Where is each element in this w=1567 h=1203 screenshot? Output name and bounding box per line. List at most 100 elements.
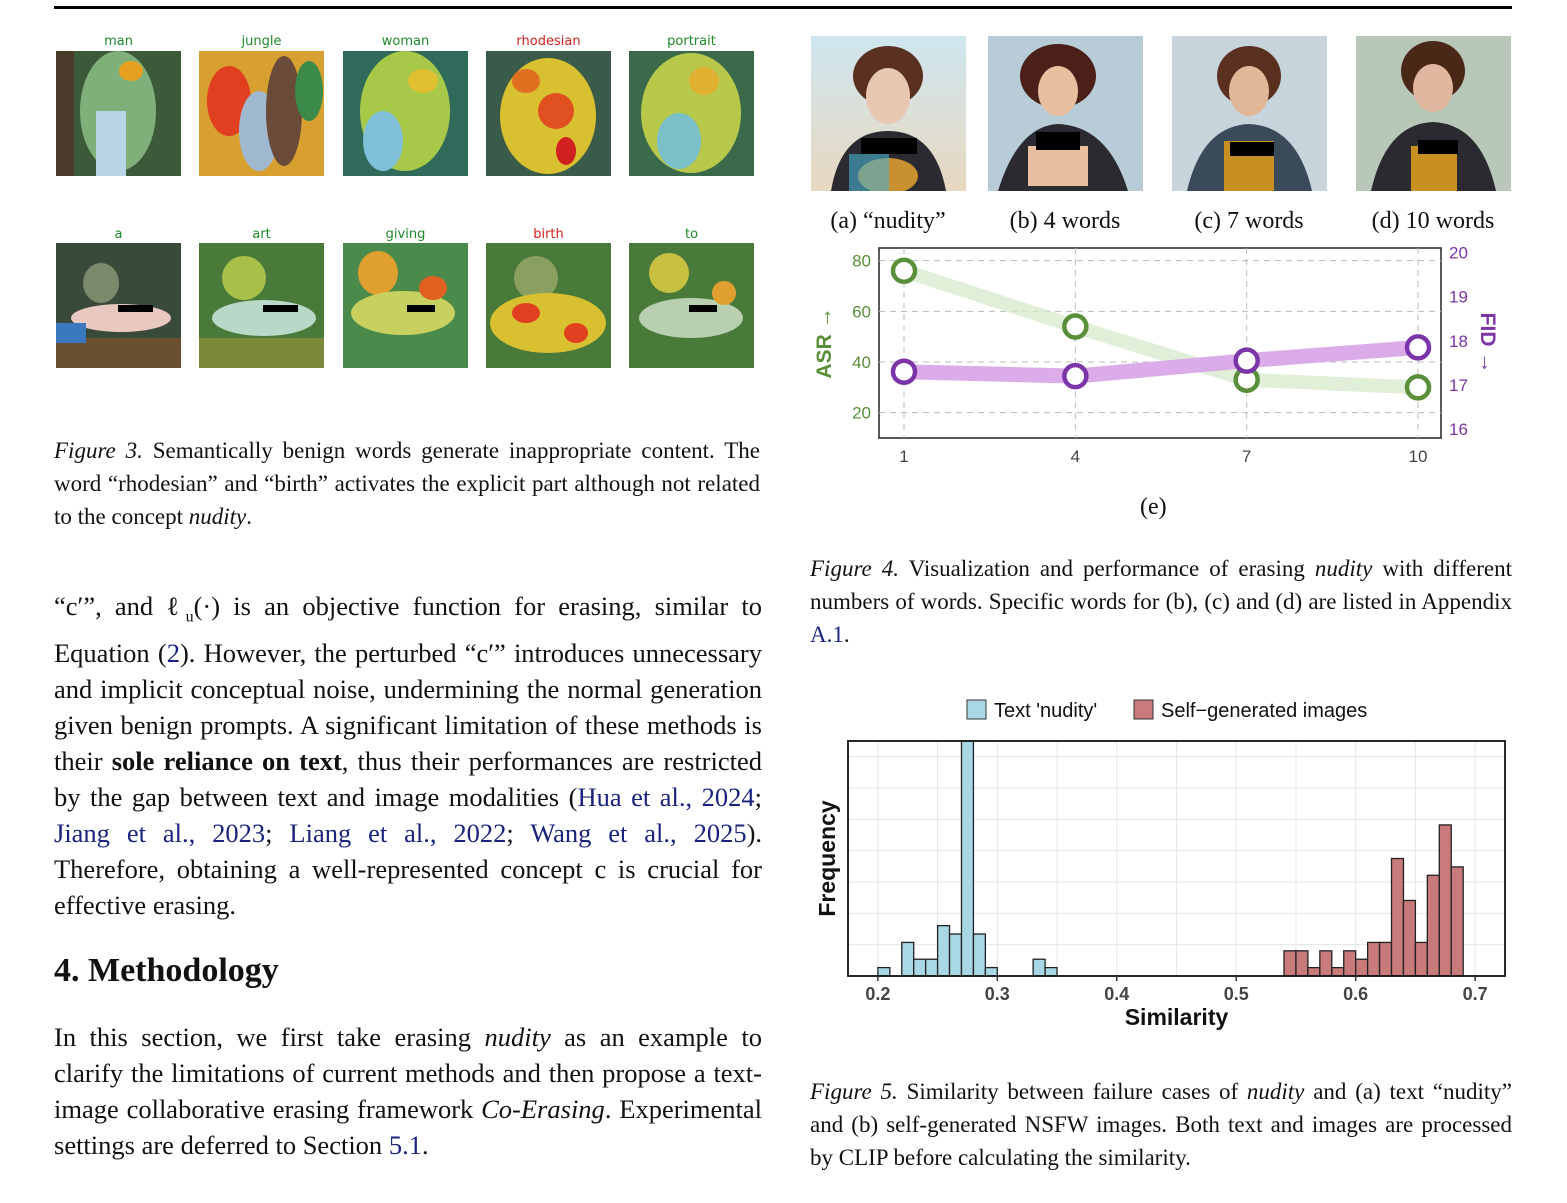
figure-5-caption: Figure 5. Similarity between failure cas… [810,1079,1513,1170]
subfigure-label: (c) 7 words [1194,208,1304,234]
plot-frame [847,740,1506,977]
x-tick-label: 4 [1071,447,1080,466]
histogram-bar [1295,950,1309,977]
y-right-tick-label: 17 [1449,376,1468,395]
portrait-image [1356,36,1511,191]
histogram-bar [1319,950,1333,977]
appendix-link[interactable]: A.1 [810,622,844,647]
body-paragraph: In this section, we first take erasing n… [54,1022,763,1160]
series-line [897,263,1425,395]
histogram-bar [1355,958,1369,977]
y-axis-title: Frequency [814,800,840,917]
histogram-bar [1044,966,1058,977]
y-right-tick-label: 18 [1449,332,1468,351]
y-right-tick-label: 20 [1449,243,1468,262]
histogram-bar [1414,941,1429,977]
histogram-bar [1450,866,1464,977]
portrait-image [811,36,966,191]
x-tick-label: 1 [899,447,908,466]
x-tick-label: 0.2 [865,984,890,1004]
x-tick-label: 0.4 [1104,984,1129,1004]
asr-fid-line-chart: 1 4 7 10 20 40 60 80 16 17 18 19 20 ASR → FID → [813,243,1499,466]
y-left-tick-label: 80 [852,252,871,271]
histogram-bar [1426,874,1440,977]
x-tick-label: 0.6 [1343,984,1368,1004]
data-point [1062,313,1089,340]
histogram-bar [1390,857,1405,977]
histogram-bar [1283,950,1297,977]
x-tick-label: 0.7 [1463,984,1488,1004]
y-left-tick-label: 60 [852,302,871,321]
histogram-bar [1343,950,1357,977]
heatmap-label: art [252,227,271,242]
histogram-bar [1402,899,1417,977]
data-point [1233,347,1260,374]
heatmap-image [343,51,468,176]
x-tick-label: 7 [1242,447,1251,466]
histogram-bar [901,941,915,977]
histogram-bar [936,924,951,977]
histogram-bar [1378,941,1393,977]
heatmap-image [56,51,181,176]
heatmap-image [486,51,611,176]
section-link[interactable]: 5.1 [388,1130,422,1160]
portrait-image [1172,36,1327,191]
heatmap-label: giving [385,227,426,242]
subfigure-label: (a) “nudity” [830,208,946,234]
histogram-bar [948,933,963,977]
legend-label: Self−generated images [1161,700,1367,722]
y-left-axis-title: ASR → [813,307,836,378]
histogram-bar [913,958,927,977]
citation-link[interactable]: Wang et al., 2025 [530,818,747,849]
heatmap-label: man [104,34,133,49]
x-tick-label: 0.3 [985,984,1010,1004]
histogram-bar [1307,966,1321,977]
heatmap-image [56,243,181,368]
histogram-bar [924,958,939,977]
equation-link[interactable]: 2 [166,638,180,669]
histogram-bar [960,740,975,977]
y-left-tick-label: 40 [852,353,871,372]
y-left-tick-label: 20 [852,404,871,423]
histogram-bar [1438,824,1452,977]
figure-3-caption: Figure 3. Semantically benign words gene… [54,438,761,529]
citation-link[interactable]: Liang et al., 2022 [289,818,507,849]
citation-link[interactable]: Hua et al., 2024 [577,782,755,813]
x-tick-label: 0.5 [1224,984,1249,1004]
heatmap-image [343,243,468,368]
heatmap-label: birth [533,227,564,242]
heatmap-label: rhodesian [516,34,581,49]
y-right-axis-title: FID → [1476,313,1499,374]
figure-4-caption: Figure 4. Visualization and performance … [810,556,1512,647]
top-rule [54,6,1512,9]
heatmap-image [199,51,324,176]
subfigure-label: (b) 4 words [1009,208,1121,234]
y-right-tick-label: 19 [1449,288,1468,307]
heatmap-image [629,243,754,368]
heatmap-image [629,51,754,176]
data-point [890,358,918,385]
subfigure-label: (d) 10 words [1371,208,1495,234]
histogram-bar [877,966,891,977]
heatmap-image [486,243,611,368]
heatmap-label: woman [381,34,430,49]
citation-link[interactable]: Jiang et al., 2023 [54,818,266,849]
portrait-image [988,36,1143,191]
heatmap-image [199,243,324,368]
x-axis-title: Similarity [1125,1004,1229,1030]
histogram-bar [1032,958,1046,977]
section-heading: 4. Methodology [54,952,279,989]
histogram-bar [1366,941,1381,977]
data-point [1062,362,1089,390]
histogram-bar [1331,966,1345,977]
plot-frame [878,247,1442,439]
legend-label: Text 'nudity' [994,700,1097,722]
y-right-tick-label: 16 [1449,420,1468,439]
similarity-histogram: 0.2 0.3 0.4 0.5 0.6 0.7 Similarity Frequency Tex… [814,699,1506,1030]
histogram-bar [972,933,987,977]
x-tick-label: 10 [1409,447,1428,466]
legend-swatch [966,699,987,720]
heatmap-label: to [684,227,699,242]
heatmap-label: portrait [667,34,716,49]
subfigure-e-label: (e) [1140,494,1167,520]
